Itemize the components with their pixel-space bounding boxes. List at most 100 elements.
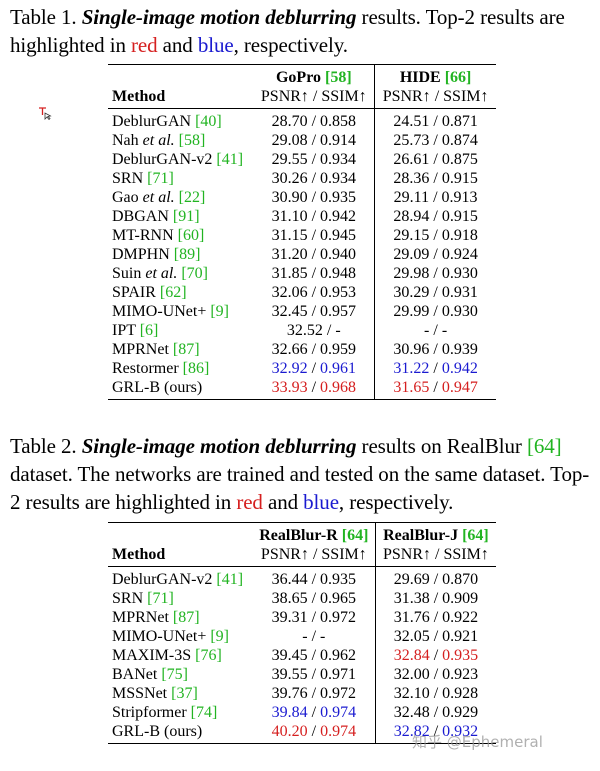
table-row: MSSNet [37] 39.76 / 0.972 32.10 / 0.928 bbox=[108, 684, 496, 703]
value-cell-1: 32.45 / 0.957 bbox=[271, 303, 357, 320]
value-cell-1: 29.55 / 0.934 bbox=[271, 151, 357, 168]
value-cell-1: 30.90 / 0.935 bbox=[271, 189, 357, 206]
table-row: SRN [71] 30.26 / 0.934 28.36 / 0.915 bbox=[108, 169, 496, 188]
table-row: GRL-B (ours) 33.93 / 0.968 31.65 / 0.947 bbox=[108, 378, 496, 400]
method-name: MPRNet [87] bbox=[112, 341, 200, 358]
citation: [62] bbox=[159, 284, 187, 301]
table-row: Stripformer [74] 39.84 / 0.974 32.48 / 0.9… bbox=[108, 703, 496, 722]
method-name: DeblurGAN-v2 [41] bbox=[112, 151, 244, 168]
value-cell-2: 31.76 / 0.922 bbox=[374, 608, 496, 627]
watermark: 知乎 @Ephemeral bbox=[412, 733, 543, 751]
method-name: Gao et al. [22] bbox=[112, 189, 206, 206]
value-cell-1: 39.76 / 0.972 bbox=[271, 685, 357, 702]
value-cell-1: 30.26 / 0.934 bbox=[271, 170, 357, 187]
citation: [22] bbox=[178, 189, 206, 206]
value-cell-2: - / - bbox=[374, 321, 496, 340]
citation: [40] bbox=[195, 113, 222, 130]
method-name: DeblurGAN-v2 [41] bbox=[108, 566, 253, 589]
citation: [87] bbox=[172, 609, 200, 626]
table2-caption: Table 2. Single-image motion deblurring … bbox=[10, 434, 590, 514]
value-cell-1: 36.44 / 0.935 bbox=[252, 566, 376, 589]
method-name: Nah et al. [58] bbox=[112, 132, 206, 149]
table-row: DMPHN [89] 31.20 / 0.940 29.09 / 0.924 bbox=[108, 245, 496, 264]
value-cell-2: 32.84 / 0.935 bbox=[374, 646, 496, 665]
table2-method-header: Method bbox=[108, 545, 253, 567]
table-row: Nah et al. [58] 29.08 / 0.914 25.73 / 0.87… bbox=[108, 131, 496, 150]
value-cell-2: 29.11 / 0.913 bbox=[374, 188, 496, 207]
method-name: DMPHN [89] bbox=[112, 246, 201, 263]
table2-col2-header: RealBlur-J [64] bbox=[374, 522, 496, 545]
table1-body: DeblurGAN [40] 28.70 / 0.858 24.51 / 0.871… bbox=[108, 108, 496, 400]
citation: [91] bbox=[172, 208, 200, 225]
table-row: Restormer [86] 32.92 / 0.961 31.22 / 0.942 bbox=[108, 359, 496, 378]
table2-metric-header-1: PSNR↑ / SSIM↑ bbox=[252, 545, 376, 567]
method-name: Suin et al. [70] bbox=[112, 265, 208, 282]
value-cell-1: 40.20 / 0.974 bbox=[252, 722, 376, 744]
value-cell-1: 32.06 / 0.953 bbox=[271, 284, 357, 301]
table1-caption: Table 1. Single-image motion deblurring … bbox=[10, 5, 565, 57]
value-cell-1: 32.52 / - bbox=[286, 322, 341, 339]
method-name: GRL-B (ours) bbox=[108, 378, 254, 400]
table-row: IPT [6] 32.52 / - - / - bbox=[108, 321, 496, 340]
method-name: SRN [71] bbox=[112, 170, 174, 187]
value-cell-1: 33.93 / 0.968 bbox=[253, 378, 375, 400]
method-name: Restormer [86] bbox=[112, 360, 210, 377]
table-row: MPRNet [87] 39.31 / 0.972 31.76 / 0.922 bbox=[108, 608, 496, 627]
value-cell-2: 29.15 / 0.918 bbox=[374, 226, 496, 245]
method-name: Stripformer [74] bbox=[112, 704, 218, 721]
value-cell-2: 28.36 / 0.915 bbox=[374, 169, 496, 188]
value-cell-2: 29.09 / 0.924 bbox=[374, 245, 496, 264]
value-cell-2: 32.48 / 0.929 bbox=[374, 703, 496, 722]
method-name: IPT [6] bbox=[112, 322, 159, 339]
value-cell-2: 32.10 / 0.928 bbox=[374, 684, 496, 703]
value-cell-2: 30.96 / 0.939 bbox=[374, 340, 496, 359]
citation: [9] bbox=[210, 303, 229, 320]
citation: [75] bbox=[161, 666, 188, 683]
text-cursor-icon bbox=[39, 107, 52, 120]
value-cell-1: 29.08 / 0.914 bbox=[271, 132, 357, 149]
table-row: BANet [75] 39.55 / 0.971 32.00 / 0.923 bbox=[108, 665, 496, 684]
value-cell-2: 26.61 / 0.875 bbox=[374, 150, 496, 169]
value-cell-2: 32.00 / 0.923 bbox=[374, 665, 496, 684]
table1: GoPro [58] HIDE [66] Method PSNR↑ / SSIM… bbox=[108, 64, 496, 400]
value-cell-2: 29.98 / 0.930 bbox=[374, 264, 496, 283]
value-cell-2: 31.22 / 0.942 bbox=[374, 359, 496, 378]
method-name: MAXIM-3S [76] bbox=[112, 647, 222, 664]
table-row: Gao et al. [22] 30.90 / 0.935 29.11 / 0.91… bbox=[108, 188, 496, 207]
value-cell-1: - / - bbox=[302, 628, 326, 645]
method-name: MPRNet [87] bbox=[112, 609, 200, 626]
value-cell-2: 28.94 / 0.915 bbox=[374, 207, 496, 226]
table1-col1-header: GoPro [58] bbox=[253, 64, 375, 87]
value-cell-1: 39.45 / 0.962 bbox=[271, 647, 357, 664]
table-row: DBGAN [91] 31.10 / 0.942 28.94 / 0.915 bbox=[108, 207, 496, 226]
table-row: GRL-B (ours) 40.20 / 0.974 32.82 / 0.932 bbox=[108, 722, 496, 744]
method-name: DeblurGAN [40] bbox=[108, 108, 254, 131]
citation: [58] bbox=[178, 132, 206, 149]
citation: [41] bbox=[216, 571, 244, 588]
value-cell-1: 28.70 / 0.858 bbox=[253, 108, 375, 131]
table-row: SRN [71] 38.65 / 0.965 31.38 / 0.909 bbox=[108, 589, 496, 608]
table2: RealBlur-R [64] RealBlur-J [64] Method P… bbox=[108, 522, 496, 744]
value-cell-2: 29.99 / 0.930 bbox=[374, 302, 496, 321]
citation: [74] bbox=[190, 704, 218, 721]
table-row: MAXIM-3S [76] 39.45 / 0.962 32.84 / 0.935 bbox=[108, 646, 496, 665]
value-cell-2: 32.82 / 0.932 bbox=[374, 722, 496, 744]
citation: [86] bbox=[182, 360, 210, 377]
table1-method-header: Method bbox=[108, 87, 254, 109]
method-name: MIMO-UNet+ [9] bbox=[112, 628, 229, 645]
value-cell-1: 38.65 / 0.965 bbox=[271, 590, 357, 607]
table1-col2-header: HIDE [66] bbox=[374, 64, 496, 87]
value-cell-1: 32.92 / 0.961 bbox=[271, 360, 357, 377]
citation: [70] bbox=[181, 265, 208, 282]
value-cell-2: 24.51 / 0.871 bbox=[374, 108, 496, 131]
value-cell-1: 39.55 / 0.971 bbox=[271, 666, 357, 683]
value-cell-1: 39.84 / 0.974 bbox=[271, 704, 357, 721]
table2-body: DeblurGAN-v2 [41] 36.44 / 0.935 29.69 / 0.… bbox=[108, 566, 496, 744]
citation: [41] bbox=[216, 151, 244, 168]
value-cell-1: 31.20 / 0.940 bbox=[271, 246, 357, 263]
value-cell-2: 25.73 / 0.874 bbox=[374, 131, 496, 150]
value-cell-1: 31.85 / 0.948 bbox=[271, 265, 357, 282]
value-cell-1: 39.31 / 0.972 bbox=[271, 609, 357, 626]
value-cell-1: 31.15 / 0.945 bbox=[271, 227, 357, 244]
citation: [37] bbox=[171, 685, 198, 702]
